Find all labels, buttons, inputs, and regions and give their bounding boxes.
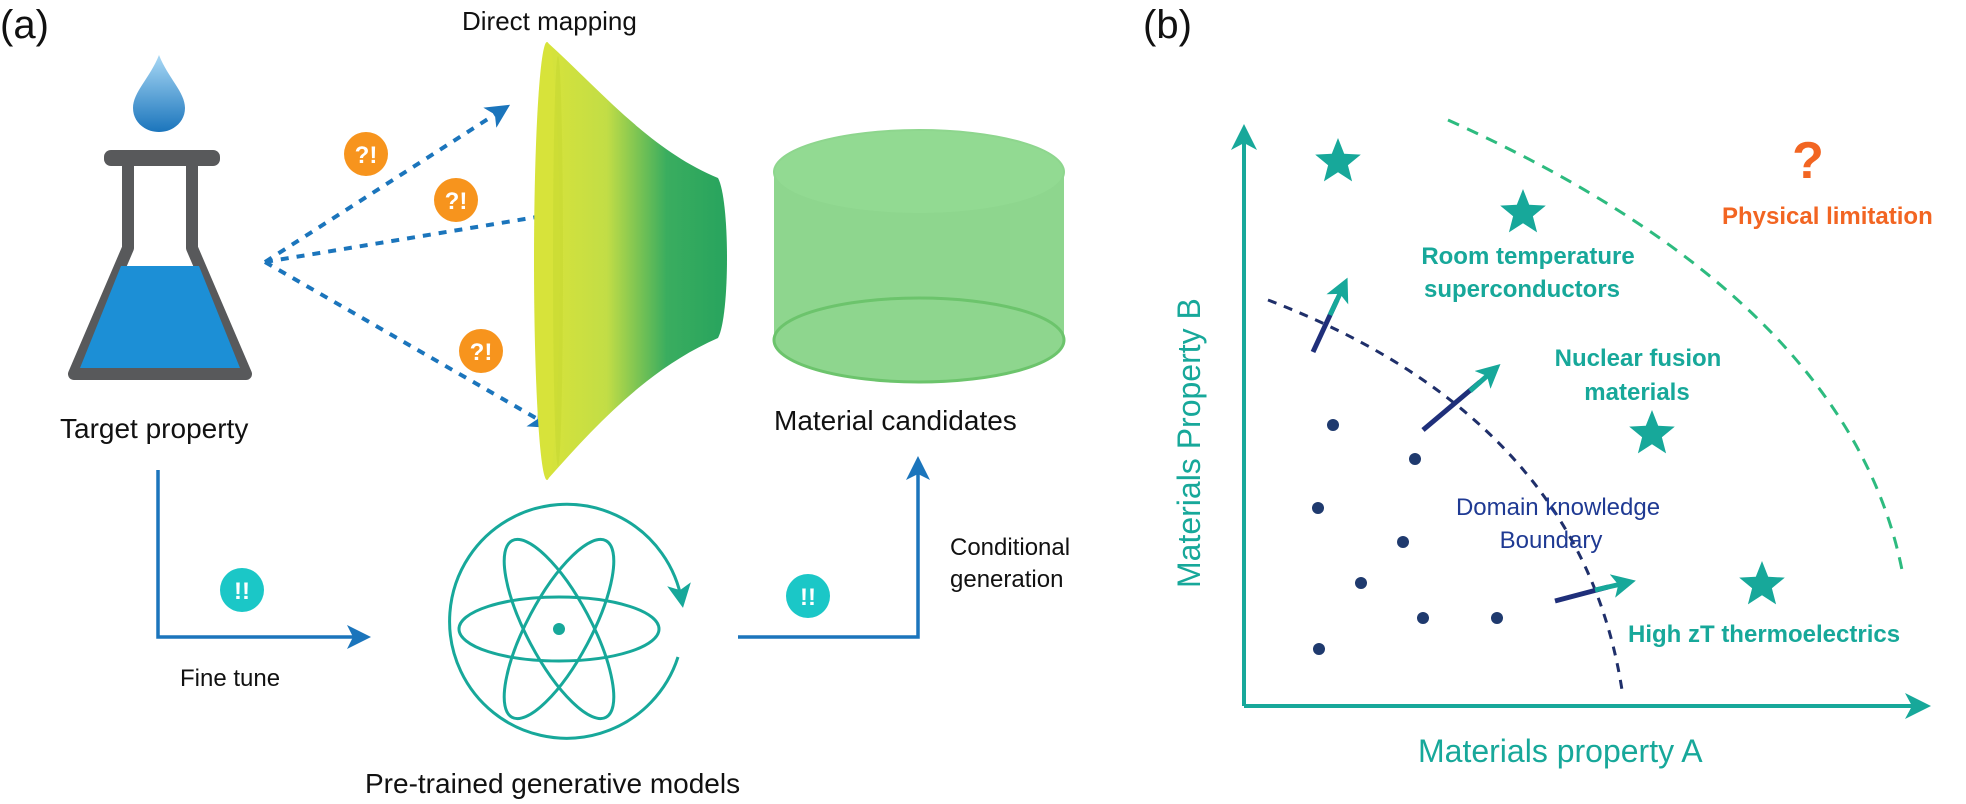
- cylinder-icon: [772, 129, 1066, 384]
- star-icon: [1500, 189, 1546, 233]
- fine-tune-arrow: [156, 470, 371, 649]
- y-axis-title: Materials Property B: [1171, 298, 1207, 588]
- axes: [1231, 124, 1931, 719]
- question-badge-1: ?!: [344, 132, 388, 176]
- svg-text:!!: !!: [234, 578, 250, 605]
- nuclear-fusion-label-line2: materials: [1584, 379, 1689, 406]
- svg-text:!!: !!: [800, 584, 816, 611]
- conditional-label-line2: generation: [950, 566, 1063, 593]
- panel-a-label: (a): [0, 3, 49, 47]
- atom-icon: [448, 502, 691, 740]
- funnel-icon: [534, 42, 727, 480]
- conditional-generation-arrow: [738, 456, 930, 639]
- room-temperature-label-line2: superconductors: [1424, 276, 1620, 303]
- star-icon: [1739, 561, 1785, 605]
- panel-b-label: (b): [1143, 3, 1192, 47]
- direct-mapping-arrows: [263, 104, 561, 428]
- star-icon: [1315, 138, 1361, 182]
- exclaim-badge-2: !!: [786, 574, 830, 618]
- svg-text:?!: ?!: [355, 142, 378, 169]
- svg-text:?!: ?!: [470, 339, 493, 366]
- pretrained-label: Pre-trained generative models: [365, 768, 740, 799]
- x-axis-title: Materials property A: [1418, 733, 1703, 769]
- question-badge-2: ?!: [434, 178, 478, 222]
- direct-mapping-label: Direct mapping: [462, 6, 637, 36]
- star-icon: [1629, 410, 1675, 454]
- exploration-arrowheads: [1326, 277, 1636, 598]
- fine-tune-label: Fine tune: [180, 665, 280, 692]
- physical-limitation-label: Physical limitation: [1722, 203, 1933, 230]
- nuclear-fusion-label-line1: Nuclear fusion: [1555, 345, 1722, 372]
- exclaim-badge-1: !!: [220, 568, 264, 612]
- domain-knowledge-label-line2: Boundary: [1500, 527, 1603, 554]
- domain-knowledge-boundary: [1267, 298, 1624, 691]
- room-temperature-label-line1: Room temperature: [1421, 243, 1634, 270]
- conditional-label-line1: Conditional: [950, 534, 1070, 561]
- flask-icon: [68, 150, 252, 380]
- question-mark: ?: [1792, 132, 1824, 190]
- thermoelectrics-label: High zT thermoelectrics: [1628, 621, 1900, 648]
- material-candidates-label: Material candidates: [774, 405, 1017, 436]
- droplet-icon: [133, 55, 185, 132]
- svg-text:?!: ?!: [445, 188, 468, 215]
- known-materials-points: [1312, 419, 1503, 655]
- target-property-label: Target property: [60, 413, 248, 444]
- domain-knowledge-label-line1: Domain knowledge: [1456, 494, 1660, 521]
- question-badge-3: ?!: [459, 329, 503, 373]
